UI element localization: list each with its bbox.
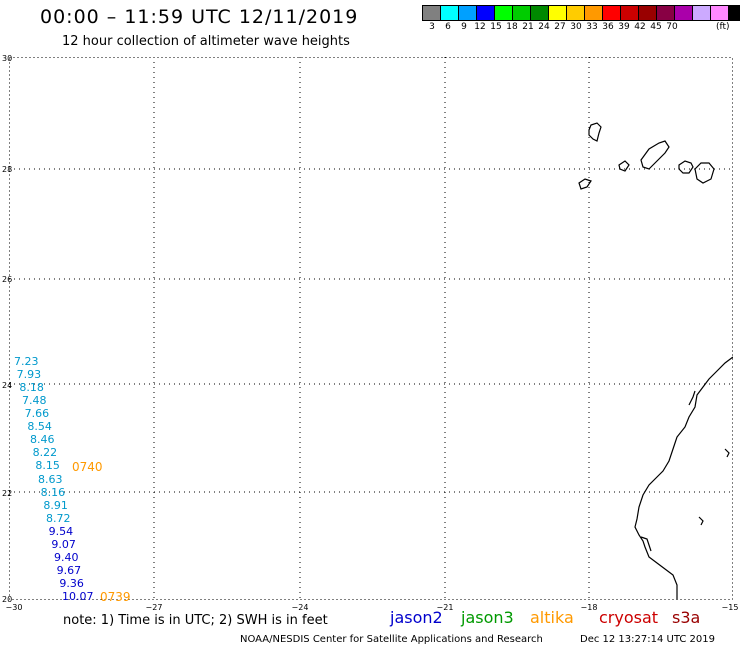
coast-peninsula: [640, 536, 652, 552]
satellite-jason2: jason2: [390, 608, 443, 627]
wave-height-label: 8.54: [27, 420, 52, 434]
color-scale-swatch: [440, 5, 459, 21]
coast-inlet: [688, 390, 696, 406]
island-la-palma: [588, 122, 602, 142]
color-scale-label: 36: [602, 22, 614, 32]
wave-height-label: 9.67: [56, 563, 82, 577]
color-scale-swatch: [494, 5, 513, 21]
credit-line: NOAA/NESDIS Center for Satellite Applica…: [240, 634, 543, 645]
color-scale-swatch: [422, 5, 441, 21]
wave-height-label: 7.66: [24, 407, 50, 421]
wave-height-label: 8.22: [32, 446, 58, 460]
color-scale-label: 42: [634, 22, 646, 32]
lat-label-20: 20: [2, 595, 13, 604]
lon-label-21: −21: [436, 603, 454, 612]
wave-height-label: 7.23: [14, 355, 39, 368]
wave-height-label: 10.07: [62, 590, 94, 603]
color-scale-label: 45: [650, 22, 662, 32]
color-scale-label: 12: [474, 22, 486, 32]
color-scale-swatch: [530, 5, 549, 21]
color-scale-label: 39: [618, 22, 630, 32]
lon-label-27: −27: [145, 603, 163, 612]
color-scale-swatch: [710, 5, 729, 21]
wave-height-label: 8.16: [40, 485, 66, 499]
lon-label-24: −24: [291, 603, 309, 612]
lon-label-30: −30: [5, 603, 23, 612]
color-scale-label: 6: [445, 22, 451, 32]
color-scale-swatch: [638, 5, 657, 21]
island-gomera: [678, 160, 694, 174]
color-scale-swatch: [458, 5, 477, 21]
map-subtitle: 12 hour collection of altimeter wave hei…: [62, 34, 350, 49]
color-scale-swatch: [512, 5, 531, 21]
color-scale-label: 70: [666, 22, 678, 32]
wave-height-color-scale: [422, 5, 740, 21]
color-scale-labels: 3 6 9 12 15 18 21 24 27 30 33 36 39 42 45 70: [424, 22, 680, 32]
island-tenerife: [640, 140, 670, 170]
color-scale-label: 18: [506, 22, 518, 32]
wave-height-label: 8.72: [46, 511, 71, 525]
color-scale-label: 33: [586, 22, 598, 32]
small-coast-feature-2: [724, 448, 730, 458]
small-coast-feature: [698, 516, 704, 526]
coastlines: [578, 122, 733, 600]
lat-label-24: 24: [2, 381, 13, 390]
color-scale-swatch: [656, 5, 675, 21]
time-label: 0740: [72, 460, 103, 474]
lon-label-15: −15: [721, 603, 739, 612]
satellite-jason3: jason3: [461, 608, 514, 627]
wave-height-label: 8.91: [43, 498, 68, 512]
time-label: 0739: [100, 590, 131, 604]
wave-height-label: 7.48: [22, 394, 47, 408]
color-scale-swatch: [476, 5, 495, 21]
island-gran-canaria: [694, 162, 715, 184]
satellite-cryosat: cryosat: [599, 608, 659, 627]
graticule: [9, 57, 733, 600]
color-scale-swatch: [602, 5, 621, 21]
color-scale-swatch: [548, 5, 567, 21]
lat-label-28: 28: [2, 165, 13, 174]
map-title: 00:00 – 11:59 UTC 12/11/2019: [40, 6, 359, 28]
island-small: [578, 178, 592, 190]
color-scale-swatch: [620, 5, 639, 21]
color-scale-label: 30: [570, 22, 582, 32]
lat-label-26: 26: [2, 275, 13, 284]
color-scale-label: 24: [538, 22, 550, 32]
color-scale-swatch: [584, 5, 603, 21]
map-border: [9, 57, 733, 600]
wave-height-label: 8.18: [19, 381, 44, 395]
wave-height-label: 8.63: [38, 472, 63, 486]
color-scale-label: 3: [429, 22, 435, 32]
color-scale-units: (ft): [716, 22, 730, 32]
color-scale-label: 15: [490, 22, 502, 32]
lon-label-18: −18: [580, 603, 598, 612]
wave-height-label: 9.40: [54, 550, 79, 564]
generation-timestamp: Dec 12 13:27:14 UTC 2019: [580, 634, 715, 645]
wave-height-label: 9.54: [48, 524, 74, 538]
map-area: [9, 57, 733, 600]
footer-note: note: 1) Time is in UTC; 2) SWH is in fe…: [63, 613, 328, 628]
color-scale-label: 9: [461, 22, 467, 32]
lat-label-22: 22: [2, 489, 13, 498]
color-scale-swatch: [566, 5, 585, 21]
wave-height-label: 9.07: [51, 537, 76, 551]
color-scale-swatch: [692, 5, 711, 21]
wave-height-label: 9.36: [59, 576, 84, 590]
wave-height-label: 7.93: [16, 368, 42, 382]
color-scale-label: 21: [522, 22, 534, 32]
color-scale-swatch: [728, 5, 740, 21]
satellite-s3a: s3a: [672, 608, 701, 627]
color-scale-label: 27: [554, 22, 566, 32]
color-scale-swatch: [674, 5, 693, 21]
wave-height-label: 8.46: [30, 433, 55, 447]
wave-height-label: 8.15: [35, 459, 60, 473]
african-coastline: [634, 356, 733, 600]
lat-label-30: 30: [2, 54, 13, 63]
satellite-altika: altika: [530, 608, 574, 627]
island-el-hierro: [618, 160, 630, 172]
